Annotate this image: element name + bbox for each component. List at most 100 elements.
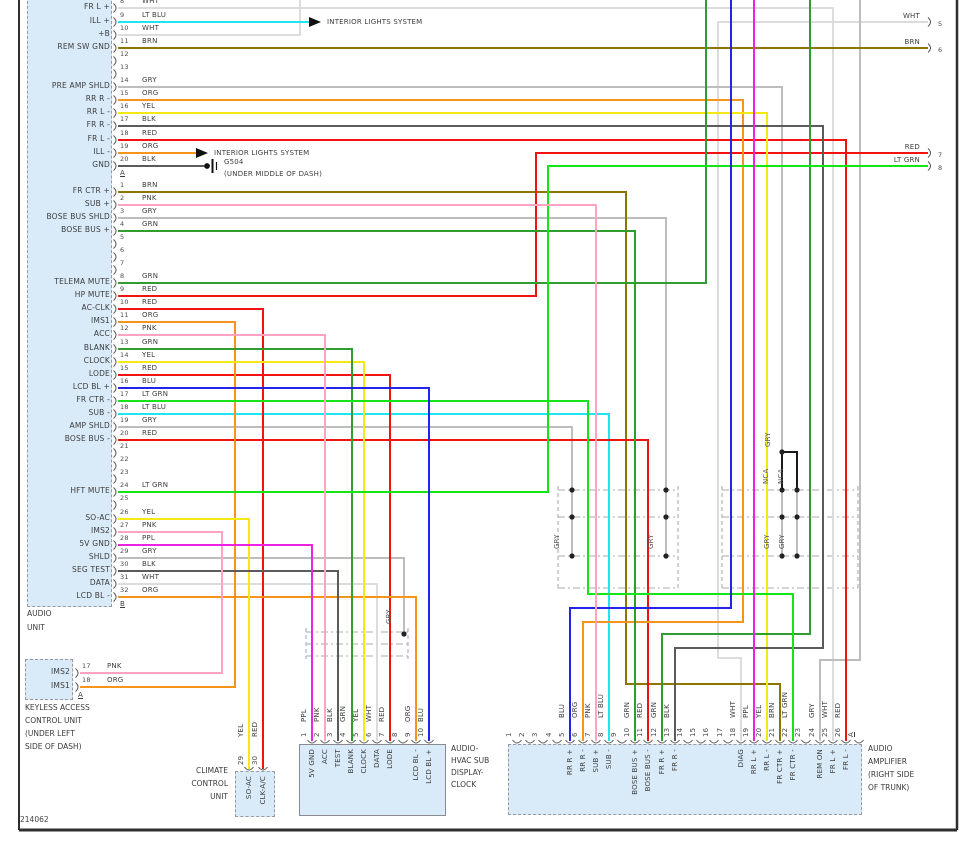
amplifier-pin-bracket-13 [670,739,680,744]
wire-sub-plus-pnk [118,204,597,741]
audio-pin-bracket-B14 [113,357,117,367]
amplifier-pin-bracket-5 [565,739,575,744]
audio-pin-bracket-B22 [113,461,117,471]
audio-pin-bracket-B15 [113,370,117,380]
hvac-unit-pin-bracket-7 [385,739,395,744]
wire-hp-mute-red [118,152,928,297]
wire-hft-mute-ltgrn [118,165,928,493]
audio-pin-bracket-B11 [113,317,117,327]
amplifier-pin-bracket-2 [525,739,535,744]
wire-fr-l-plus-wht [118,7,834,741]
shield-dot-1 [569,514,575,520]
shield-dot-10 [794,487,800,493]
wire-fr-ctr-plus-brn [118,191,781,741]
audio-pin-bracket-B2 [113,200,117,210]
shield-dot-4 [663,514,669,520]
amplifier-pin-bracket-11 [643,739,653,744]
audio-pin-bracket-B23 [113,474,117,484]
amplifier-pin-bracket-25 [828,739,838,744]
audio-pin-bracket-B31 [113,579,117,589]
hvac-unit-pin-bracket-9 [411,739,421,744]
audio-pin-bracket-A11 [113,43,117,53]
audio-pin-bracket-B25 [113,500,117,510]
wire-fr-r-plus-grn [661,0,811,741]
amplifier-pin-bracket-6 [578,739,588,744]
wire-rr-r-minus-org [118,99,744,741]
audio-pin-bracket-A17 [113,121,117,131]
keyless-pin-bracket-18 [75,682,79,692]
audio-pin-bracket-A14 [113,82,117,92]
amplifier-pin-bracket-9 [617,739,627,744]
wire-blank-grn [118,348,353,741]
amplifier-pin-bracket-24 [815,739,825,744]
shield-dot-8 [779,514,785,520]
audio-pin-bracket-B30 [113,566,117,576]
audio-pin-bracket-B4 [113,226,117,236]
wire-lode-red [118,374,391,741]
shield-dot-2 [569,553,575,559]
shield-dot-9 [779,553,785,559]
audio-pin-bracket-B26 [113,514,117,524]
wire-data-wht [118,583,378,741]
amplifier-pin-bracket-23 [801,739,811,744]
edge-pin-bracket-8 [927,161,931,171]
audio-pin-bracket-B1 [113,187,117,197]
shield-dot-13 [401,631,407,637]
audio-pin-bracket-B5 [113,239,117,249]
audio-pin-bracket-B20 [113,435,117,445]
audio-pin-bracket-B32 [113,592,117,602]
amplifier-pin-bracket-8 [604,739,614,744]
wire-rr-l-minus-yel [118,112,768,741]
audio-pin-bracket-B28 [113,540,117,550]
hvac-unit-pin-bracket-2 [320,739,330,744]
interior-lights-arrow-0 [309,17,321,27]
amplifier-pin-bracket-15 [696,739,706,744]
wire-bose-bus-minus-red [118,439,649,741]
shield-dot-6 [779,449,785,455]
hvac-unit-pin-bracket-10 [424,739,434,744]
wire-ims2-pnk [80,531,223,674]
amplifier-pin-bracket-21 [775,739,785,744]
keyless-pin-bracket-17 [75,668,79,678]
wire-bose-bus-plus-grn [118,230,636,741]
ground-dot [204,163,210,169]
audio-pin-bracket-B27 [113,527,117,537]
wire-pre-amp-shld-gry [118,86,783,452]
amplifier-pin-bracket-14 [683,739,693,744]
edge-pin-bracket-7 [927,148,931,158]
wire-seg-test-blk [118,570,339,741]
amplifier-pin-bracket-17 [723,739,733,744]
wire-clock-yel [118,361,365,741]
amplifier-pin-bracket-3 [538,739,548,744]
audio-pin-bracket-A9 [113,17,117,27]
audio-pin-bracket-B9 [113,291,117,301]
wire-shld-gry [118,557,405,634]
interior-lights-arrow-1 [196,148,208,158]
edge-pin-bracket-6 [927,43,931,53]
wire-amp-shld-gry [118,426,573,556]
hvac-unit-pin-bracket-3 [333,739,343,744]
audio-pin-bracket-B16 [113,383,117,393]
audio-pin-bracket-B8 [113,278,117,288]
wire-rem-on-gry [819,0,861,741]
shield-dot-3 [663,487,669,493]
audio-pin-bracket-B21 [113,448,117,458]
wire-lcd-bl-minus-org [118,596,417,741]
hvac-unit-pin-bracket-1 [307,739,317,744]
hvac-unit-pin-bracket-5 [359,739,369,744]
audio-pin-bracket-A18 [113,135,117,145]
amplifier-pin-bracket-19 [749,739,759,744]
audio-pin-bracket-B29 [113,553,117,563]
amplifier-pin-bracket-12 [657,739,667,744]
audio-pin-bracket-B13 [113,344,117,354]
wire-rr-r-plus-blu [569,0,732,741]
amplifier-pin-bracket-18 [736,739,746,744]
hvac-unit-pin-bracket-4 [346,739,356,744]
audio-pin-bracket-A8 [113,3,117,13]
wire-ac-clk-red [118,308,264,769]
audio-pin-bracket-B6 [113,252,117,262]
hvac-unit-pin-bracket-6 [372,739,382,744]
wire-lcd-bl-plus-blu [118,387,430,741]
audio-pin-bracket-A10 [113,30,117,40]
